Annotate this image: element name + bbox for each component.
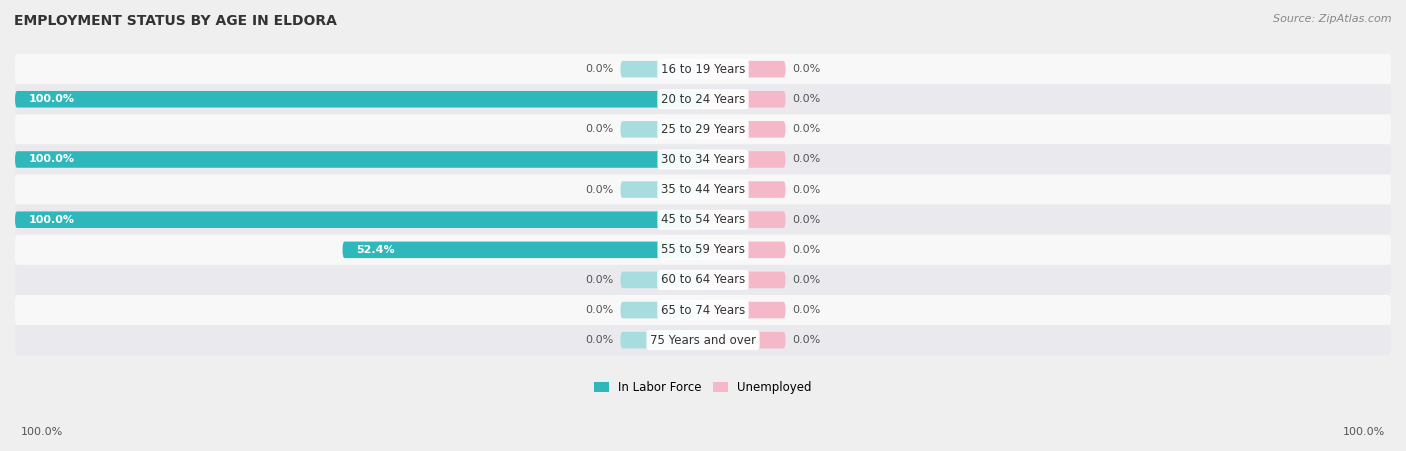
FancyBboxPatch shape <box>15 91 703 107</box>
FancyBboxPatch shape <box>703 61 786 78</box>
Text: 0.0%: 0.0% <box>585 124 613 134</box>
Text: 0.0%: 0.0% <box>585 184 613 194</box>
FancyBboxPatch shape <box>620 181 703 198</box>
FancyBboxPatch shape <box>620 121 703 138</box>
FancyBboxPatch shape <box>15 325 1391 355</box>
FancyBboxPatch shape <box>15 144 1391 175</box>
Text: 0.0%: 0.0% <box>793 155 821 165</box>
FancyBboxPatch shape <box>620 61 703 78</box>
Text: 25 to 29 Years: 25 to 29 Years <box>661 123 745 136</box>
Text: 30 to 34 Years: 30 to 34 Years <box>661 153 745 166</box>
Text: 0.0%: 0.0% <box>793 245 821 255</box>
Text: 0.0%: 0.0% <box>793 124 821 134</box>
FancyBboxPatch shape <box>15 212 703 228</box>
FancyBboxPatch shape <box>15 84 1391 114</box>
Text: 60 to 64 Years: 60 to 64 Years <box>661 273 745 286</box>
FancyBboxPatch shape <box>703 151 786 168</box>
Text: 75 Years and over: 75 Years and over <box>650 334 756 347</box>
FancyBboxPatch shape <box>343 242 703 258</box>
FancyBboxPatch shape <box>15 265 1391 295</box>
FancyBboxPatch shape <box>620 272 703 288</box>
Text: 55 to 59 Years: 55 to 59 Years <box>661 244 745 256</box>
Text: 100.0%: 100.0% <box>21 428 63 437</box>
FancyBboxPatch shape <box>703 121 786 138</box>
FancyBboxPatch shape <box>703 332 786 349</box>
FancyBboxPatch shape <box>15 295 1391 325</box>
FancyBboxPatch shape <box>15 205 1391 235</box>
FancyBboxPatch shape <box>703 212 786 228</box>
FancyBboxPatch shape <box>620 332 703 349</box>
Text: 100.0%: 100.0% <box>28 215 75 225</box>
Text: 0.0%: 0.0% <box>793 64 821 74</box>
Text: 0.0%: 0.0% <box>585 64 613 74</box>
Text: 100.0%: 100.0% <box>1343 428 1385 437</box>
Text: 45 to 54 Years: 45 to 54 Years <box>661 213 745 226</box>
Legend: In Labor Force, Unemployed: In Labor Force, Unemployed <box>589 376 817 398</box>
Text: 0.0%: 0.0% <box>585 335 613 345</box>
Text: 65 to 74 Years: 65 to 74 Years <box>661 304 745 317</box>
FancyBboxPatch shape <box>15 151 703 168</box>
Text: 0.0%: 0.0% <box>585 305 613 315</box>
FancyBboxPatch shape <box>15 54 1391 84</box>
Text: 0.0%: 0.0% <box>793 94 821 104</box>
FancyBboxPatch shape <box>703 91 786 107</box>
FancyBboxPatch shape <box>703 181 786 198</box>
FancyBboxPatch shape <box>15 175 1391 205</box>
Text: 0.0%: 0.0% <box>793 184 821 194</box>
Text: 20 to 24 Years: 20 to 24 Years <box>661 93 745 106</box>
Text: 35 to 44 Years: 35 to 44 Years <box>661 183 745 196</box>
FancyBboxPatch shape <box>620 302 703 318</box>
Text: 0.0%: 0.0% <box>793 275 821 285</box>
Text: 100.0%: 100.0% <box>28 94 75 104</box>
Text: EMPLOYMENT STATUS BY AGE IN ELDORA: EMPLOYMENT STATUS BY AGE IN ELDORA <box>14 14 337 28</box>
Text: 16 to 19 Years: 16 to 19 Years <box>661 63 745 76</box>
FancyBboxPatch shape <box>703 272 786 288</box>
Text: Source: ZipAtlas.com: Source: ZipAtlas.com <box>1274 14 1392 23</box>
Text: 0.0%: 0.0% <box>793 215 821 225</box>
Text: 0.0%: 0.0% <box>793 305 821 315</box>
Text: 52.4%: 52.4% <box>356 245 395 255</box>
FancyBboxPatch shape <box>703 302 786 318</box>
FancyBboxPatch shape <box>15 114 1391 144</box>
Text: 0.0%: 0.0% <box>585 275 613 285</box>
Text: 0.0%: 0.0% <box>793 335 821 345</box>
FancyBboxPatch shape <box>703 242 786 258</box>
Text: 100.0%: 100.0% <box>28 155 75 165</box>
FancyBboxPatch shape <box>15 235 1391 265</box>
